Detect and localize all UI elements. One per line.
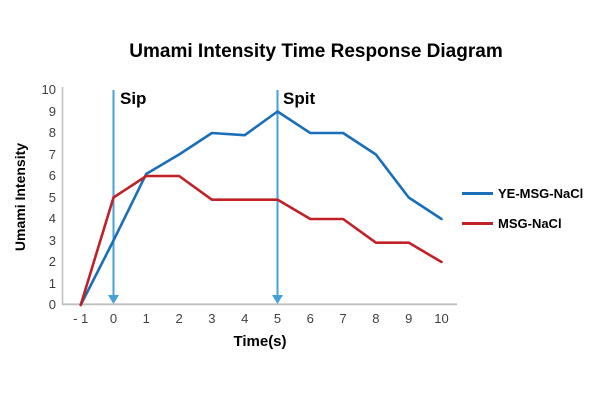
- y-tick-label: 8: [48, 125, 56, 140]
- x-axis-title: Time(s): [233, 333, 287, 350]
- legend-label: MSG-NaCl: [498, 215, 562, 231]
- y-tick-label: 3: [48, 232, 56, 248]
- y-tick-label: 7: [48, 146, 56, 162]
- x-tick-label: 10: [434, 311, 449, 326]
- spit-arrow-head-icon: [272, 295, 283, 304]
- y-tick-label: 5: [48, 189, 56, 205]
- x-tick-label: 5: [273, 311, 282, 326]
- sip-arrow-head-icon: [108, 295, 119, 304]
- y-tick-label: 4: [48, 211, 56, 226]
- y-tick-label: 1: [48, 275, 56, 291]
- x-tick-label: 0: [109, 311, 118, 326]
- legend-label: YE-MSG-NaCl: [498, 185, 584, 201]
- x-tick-label: 8: [372, 311, 380, 326]
- legend-line-swatch: [462, 221, 493, 225]
- x-tick-label: - 1: [73, 311, 89, 326]
- x-tick-label: 1: [142, 311, 150, 326]
- y-tick-label: 6: [48, 168, 56, 183]
- x-tick-label: 9: [405, 311, 413, 326]
- sip-annotation-label: Sip: [120, 89, 147, 108]
- spit-annotation-label: Spit: [283, 89, 316, 108]
- y-tick-label: 2: [48, 254, 56, 269]
- series-line-ye-msg-nacl: [79, 110, 443, 307]
- x-tick-label: 3: [208, 311, 216, 326]
- series-line-msg-nacl: [79, 174, 443, 307]
- y-tick-label: 9: [48, 103, 56, 119]
- x-tick-label: 6: [306, 311, 314, 326]
- y-axis-title: Umami Intensity: [12, 142, 28, 252]
- x-tick-label: 4: [241, 311, 249, 326]
- legend-item: MSG-NaCl: [462, 215, 562, 231]
- y-tick-label: 0: [48, 297, 56, 312]
- y-tick-label: 10: [41, 82, 56, 97]
- legend-line-swatch: [462, 191, 493, 195]
- chart-title: Umami Intensity Time Response Diagram: [129, 41, 503, 62]
- legend-item: YE-MSG-NaCl: [462, 185, 583, 201]
- x-tick-label: 2: [175, 311, 183, 326]
- x-tick-label: 7: [339, 311, 347, 326]
